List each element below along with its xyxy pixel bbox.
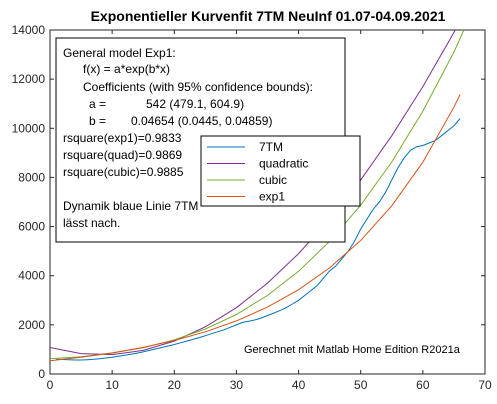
- y-tick-label: 14000: [12, 23, 46, 37]
- series-lines: [50, 30, 465, 362]
- info-dynamics-line1: Dynamik blaue Linie 7TM: [63, 199, 198, 213]
- y-tick-label: 6000: [18, 220, 45, 234]
- chart-annotation: Gerechnet mit Matlab Home Edition R2021a: [244, 344, 461, 356]
- chart-title: Exponentieller Kurvenfit 7TM NeuInf 01.0…: [91, 8, 446, 24]
- legend: 7TM quadratic cubic exp1: [200, 135, 361, 207]
- x-tick-label: 70: [478, 378, 492, 392]
- legend-label-exp1: exp1: [259, 190, 285, 204]
- info-dynamics-line2: lässt nach.: [63, 216, 120, 230]
- x-tick-label: 60: [416, 378, 430, 392]
- series-line-quadratic: [50, 30, 456, 356]
- x-tick-label: 30: [230, 378, 244, 392]
- info-line-model: General model Exp1:: [63, 46, 176, 60]
- info-line-coefficients: Coefficients (with 95% confidence bounds…: [83, 80, 313, 94]
- series-line-exp1: [50, 94, 461, 362]
- axis-ticks: 0 10 20 30 40 50 60 70 0 2000 4000 6000 8000 10000 120…: [12, 23, 492, 392]
- x-tick-label: 20: [168, 378, 182, 392]
- info-rsquare-cubic: rsquare(cubic)=0.9885: [63, 165, 184, 179]
- info-coef-a-label: a =: [89, 97, 106, 111]
- legend-entries: 7TM quadratic cubic exp1: [207, 140, 308, 204]
- y-tick-label: 2000: [18, 318, 45, 332]
- info-line-formula: f(x) = a*exp(b*x): [83, 62, 170, 76]
- y-tick-label: 10000: [12, 121, 46, 135]
- x-tick-label: 50: [354, 378, 368, 392]
- x-tick-label: 0: [47, 378, 54, 392]
- y-tick-label: 8000: [18, 170, 45, 184]
- info-coef-a-value: 542 (479.1, 604.9): [146, 97, 244, 111]
- legend-label-quadratic: quadratic: [259, 157, 308, 171]
- info-rsquare-quad: rsquare(quad)=0.9869: [63, 148, 182, 162]
- y-tick-label: 0: [38, 367, 45, 381]
- y-tick-label: 4000: [18, 269, 45, 283]
- legend-label-7TM: 7TM: [259, 140, 283, 154]
- info-coef-b-label: b =: [89, 114, 106, 128]
- y-tick-label: 12000: [12, 72, 46, 86]
- info-coef-b-value: 0.04654 (0.0445, 0.04859): [131, 114, 272, 128]
- x-tick-label: 10: [105, 378, 119, 392]
- info-rsquare-exp1: rsquare(exp1)=0.9833: [63, 131, 182, 145]
- x-tick-label: 40: [292, 378, 306, 392]
- legend-frame: [200, 135, 361, 207]
- series-line-7TM: [56, 118, 461, 361]
- legend-label-cubic: cubic: [259, 173, 287, 187]
